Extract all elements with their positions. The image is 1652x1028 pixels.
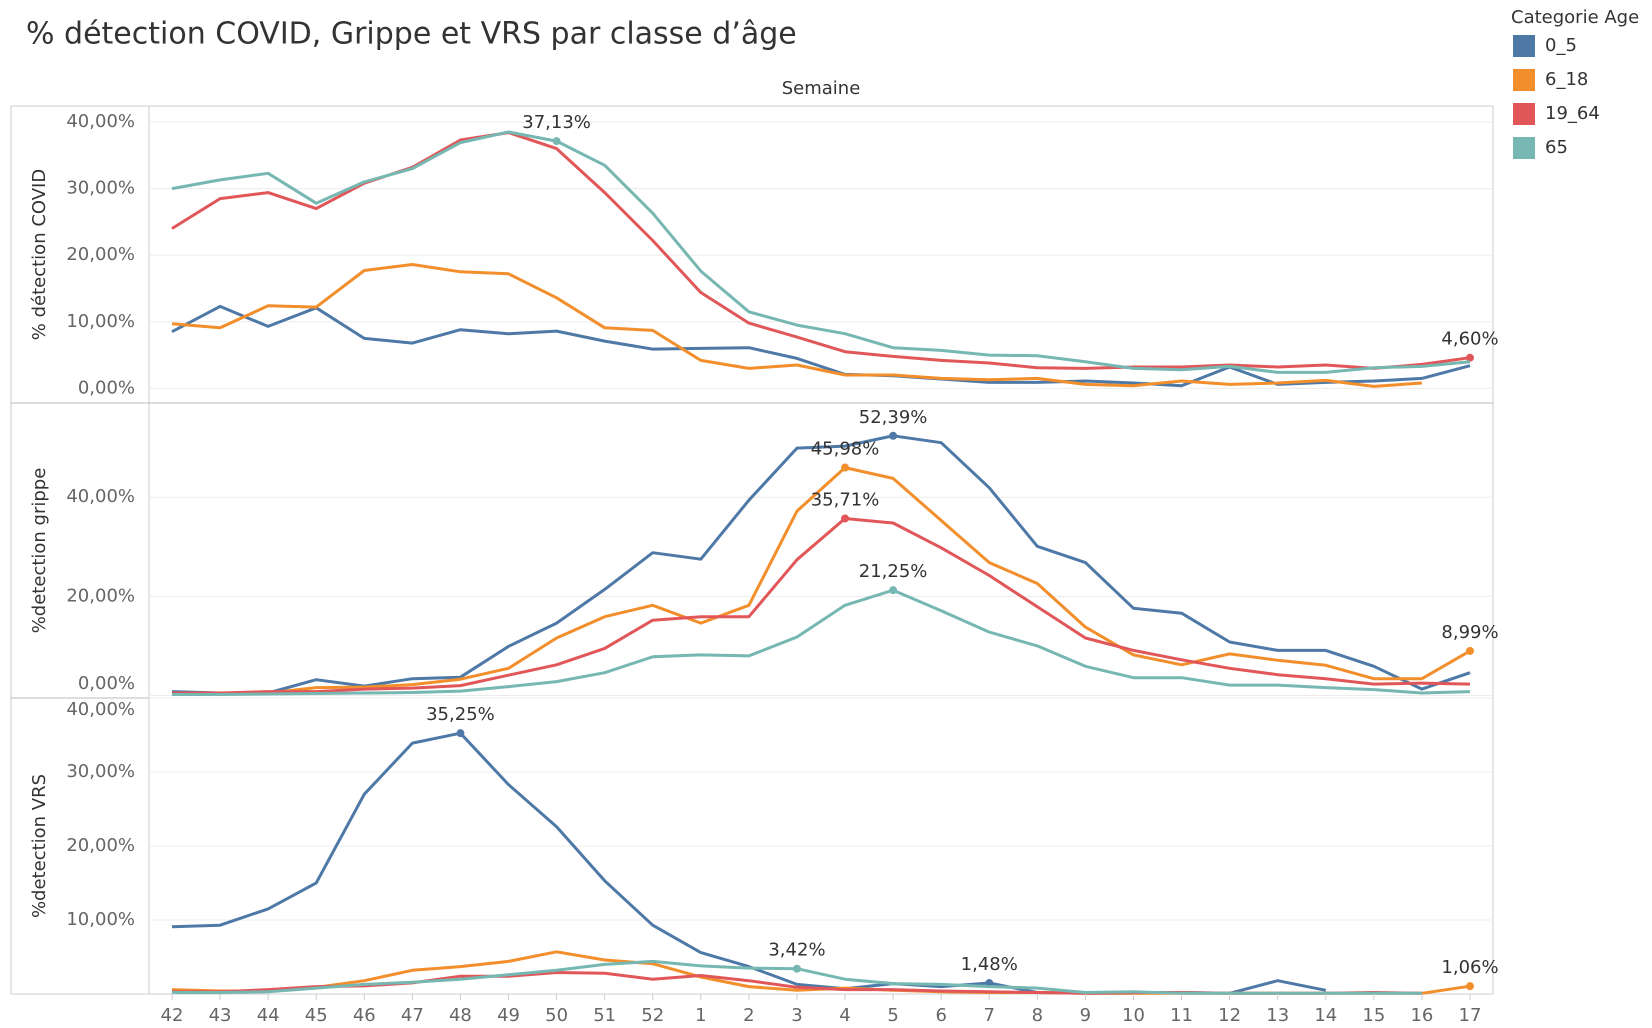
x-tick-label: 17	[1459, 1005, 1482, 1026]
data-label: 3,42%	[768, 940, 825, 961]
y-tick-label: 40,00%	[66, 699, 135, 720]
x-tick-label: 44	[257, 1005, 280, 1026]
series-line	[171, 130, 1471, 374]
x-tick-label: 14	[1314, 1005, 1337, 1026]
data-point	[889, 586, 898, 595]
x-tick-label: 10	[1122, 1005, 1145, 1026]
legend-swatch	[1513, 103, 1535, 125]
x-tick-label: 45	[305, 1005, 328, 1026]
legend-label: 6_18	[1545, 69, 1588, 90]
y-tick-label: 0,00%	[78, 377, 135, 398]
y-tick-label: 30,00%	[66, 178, 135, 199]
data-label: 37,13%	[522, 112, 591, 133]
series-line	[171, 434, 1471, 695]
x-tick-label: 9	[1080, 1005, 1091, 1026]
data-label: 4,60%	[1441, 329, 1498, 350]
series-line	[172, 466, 1471, 696]
series-line	[172, 517, 1471, 695]
x-tick-label: 2	[743, 1005, 754, 1026]
x-tick-label: 50	[545, 1005, 568, 1026]
y-tick-label: 40,00%	[66, 111, 135, 132]
x-tick-label: 12	[1218, 1005, 1241, 1026]
x-tick-label: 47	[401, 1005, 424, 1026]
x-tick-label: 48	[449, 1005, 472, 1026]
y-tick-label: 10,00%	[66, 311, 135, 332]
data-label: 35,25%	[426, 704, 495, 725]
data-point	[1466, 982, 1474, 991]
x-tick-label: 4	[839, 1005, 850, 1026]
y-tick-label: 30,00%	[66, 761, 135, 782]
y-tick-label: 20,00%	[66, 244, 135, 265]
y-tick-label: 20,00%	[66, 585, 135, 606]
series-line	[171, 263, 1423, 388]
legend-label: 65	[1545, 137, 1568, 158]
x-tick-label: 6	[935, 1005, 946, 1026]
data-point	[552, 137, 561, 146]
series-line	[172, 588, 1471, 696]
x-tick-label: 49	[497, 1005, 520, 1026]
legend-label: 19_64	[1545, 103, 1600, 124]
data-point	[456, 729, 465, 738]
series-line	[171, 304, 1471, 388]
x-tick-label: 51	[593, 1005, 616, 1026]
y-tick-label: 20,00%	[66, 835, 135, 856]
x-tick-label: 1	[695, 1005, 706, 1026]
x-tick-label: 5	[887, 1005, 898, 1026]
data-label: 21,25%	[859, 561, 928, 582]
x-tick-label: 13	[1266, 1005, 1289, 1026]
x-axis-title: Semaine	[782, 78, 861, 99]
data-point	[841, 514, 850, 523]
chart-title: % détection COVID, Grippe et VRS par cla…	[26, 17, 797, 52]
data-label: 8,99%	[1441, 622, 1498, 643]
x-tick-label: 7	[984, 1005, 995, 1026]
y-axis-title: % détection COVID	[29, 169, 50, 340]
x-tick-label: 3	[791, 1005, 802, 1026]
data-point	[1466, 646, 1474, 655]
series-line	[171, 131, 1471, 370]
data-label: 52,39%	[859, 407, 928, 428]
y-axis-title: %detection VRS	[29, 774, 50, 918]
data-label: 45,98%	[811, 439, 880, 460]
y-tick-label: 40,00%	[66, 486, 135, 507]
data-label: 35,71%	[811, 489, 880, 510]
x-tick-label: 42	[161, 1005, 184, 1026]
legend-swatch	[1513, 137, 1535, 159]
legend-title: Categorie Age	[1511, 7, 1639, 28]
y-tick-label: 0,00%	[78, 673, 135, 694]
x-tick-label: 52	[641, 1005, 664, 1026]
x-tick-label: 46	[353, 1005, 376, 1026]
legend-label: 0_5	[1545, 35, 1577, 56]
x-tick-label: 15	[1362, 1005, 1385, 1026]
data-point	[1466, 353, 1474, 362]
data-point	[841, 463, 850, 472]
data-label: 1,06%	[1441, 957, 1498, 978]
legend-swatch	[1513, 69, 1535, 91]
x-tick-label: 16	[1410, 1005, 1433, 1026]
x-tick-label: 43	[209, 1005, 232, 1026]
y-tick-label: 10,00%	[66, 909, 135, 930]
data-point	[889, 431, 898, 440]
x-tick-label: 8	[1032, 1005, 1043, 1026]
legend-swatch	[1513, 35, 1535, 57]
data-label: 1,48%	[961, 954, 1018, 975]
y-axis-title: %detection grippe	[29, 468, 50, 634]
x-tick-label: 11	[1170, 1005, 1193, 1026]
data-point	[792, 964, 801, 973]
